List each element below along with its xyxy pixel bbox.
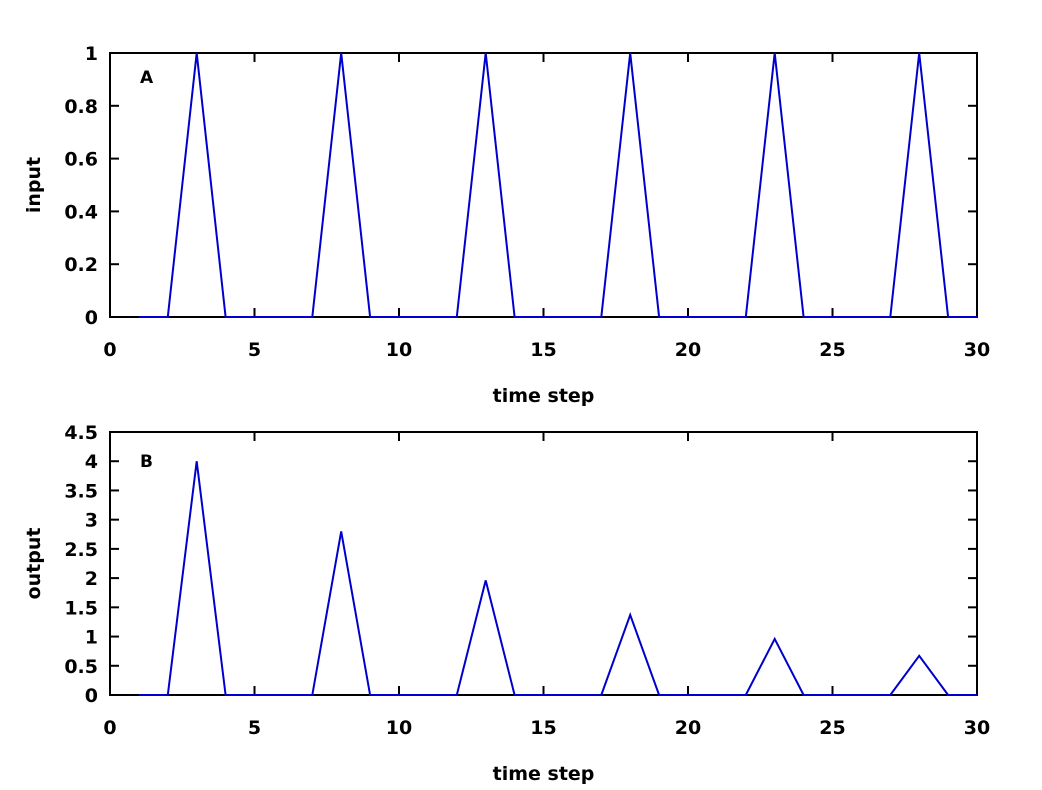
plot-frame	[109, 431, 978, 696]
plot-frame	[109, 52, 978, 318]
x-tick-label: 25	[819, 717, 845, 739]
x-tick-label: 15	[530, 717, 556, 739]
panel-label: B	[140, 452, 153, 472]
y-tick-label: 0.5	[64, 656, 98, 678]
y-tick-label: 2	[85, 568, 98, 590]
x-tick-label: 5	[248, 717, 261, 739]
series-line	[138, 52, 977, 318]
y-tick-label: 2.5	[64, 539, 98, 561]
series-line	[138, 461, 977, 696]
x-tick-label: 30	[964, 717, 990, 739]
x-axis-title: time step	[493, 385, 595, 407]
y-tick-label: 1	[85, 43, 98, 65]
y-tick-label: 3.5	[64, 480, 98, 502]
x-tick-label: 20	[675, 339, 701, 361]
y-axis-title: output	[23, 528, 45, 600]
x-tick-label: 20	[675, 717, 701, 739]
y-tick-label: 0	[85, 685, 98, 707]
x-axis-title: time step	[493, 763, 595, 785]
panel-label: A	[140, 68, 154, 88]
x-tick-label: 10	[386, 339, 412, 361]
x-tick-label: 5	[248, 339, 261, 361]
y-tick-label: 0.2	[64, 254, 98, 276]
y-tick-label: 4	[85, 451, 98, 473]
chart-panel-b: 0 5 10 15 20 25 30 0 0.5 1 1.5 2 2.5 3 3.5 4 4.5 time ste…	[23, 422, 990, 785]
y-tick-label: 3	[85, 510, 98, 532]
x-tick-label: 0	[103, 339, 116, 361]
y-tick-label: 4.5	[64, 422, 98, 444]
x-tick-label: 25	[819, 339, 845, 361]
x-tick-label: 0	[103, 717, 116, 739]
x-tick-label: 15	[530, 339, 556, 361]
x-tick-label: 10	[386, 717, 412, 739]
y-tick-label: 1	[85, 627, 98, 649]
y-tick-label: 1.5	[64, 597, 98, 619]
y-tick-label: 0.6	[64, 149, 98, 171]
y-tick-label: 0.4	[64, 201, 98, 223]
x-tick-label: 30	[964, 339, 990, 361]
chart-panel-a: 0 5 10 15 20 25 30 0 0.2 0.4 0.6 0.8 1 time step input…	[23, 43, 990, 407]
y-axis-title: input	[23, 157, 45, 213]
y-tick-label: 0.8	[64, 96, 98, 118]
y-tick-label: 0	[85, 307, 98, 329]
